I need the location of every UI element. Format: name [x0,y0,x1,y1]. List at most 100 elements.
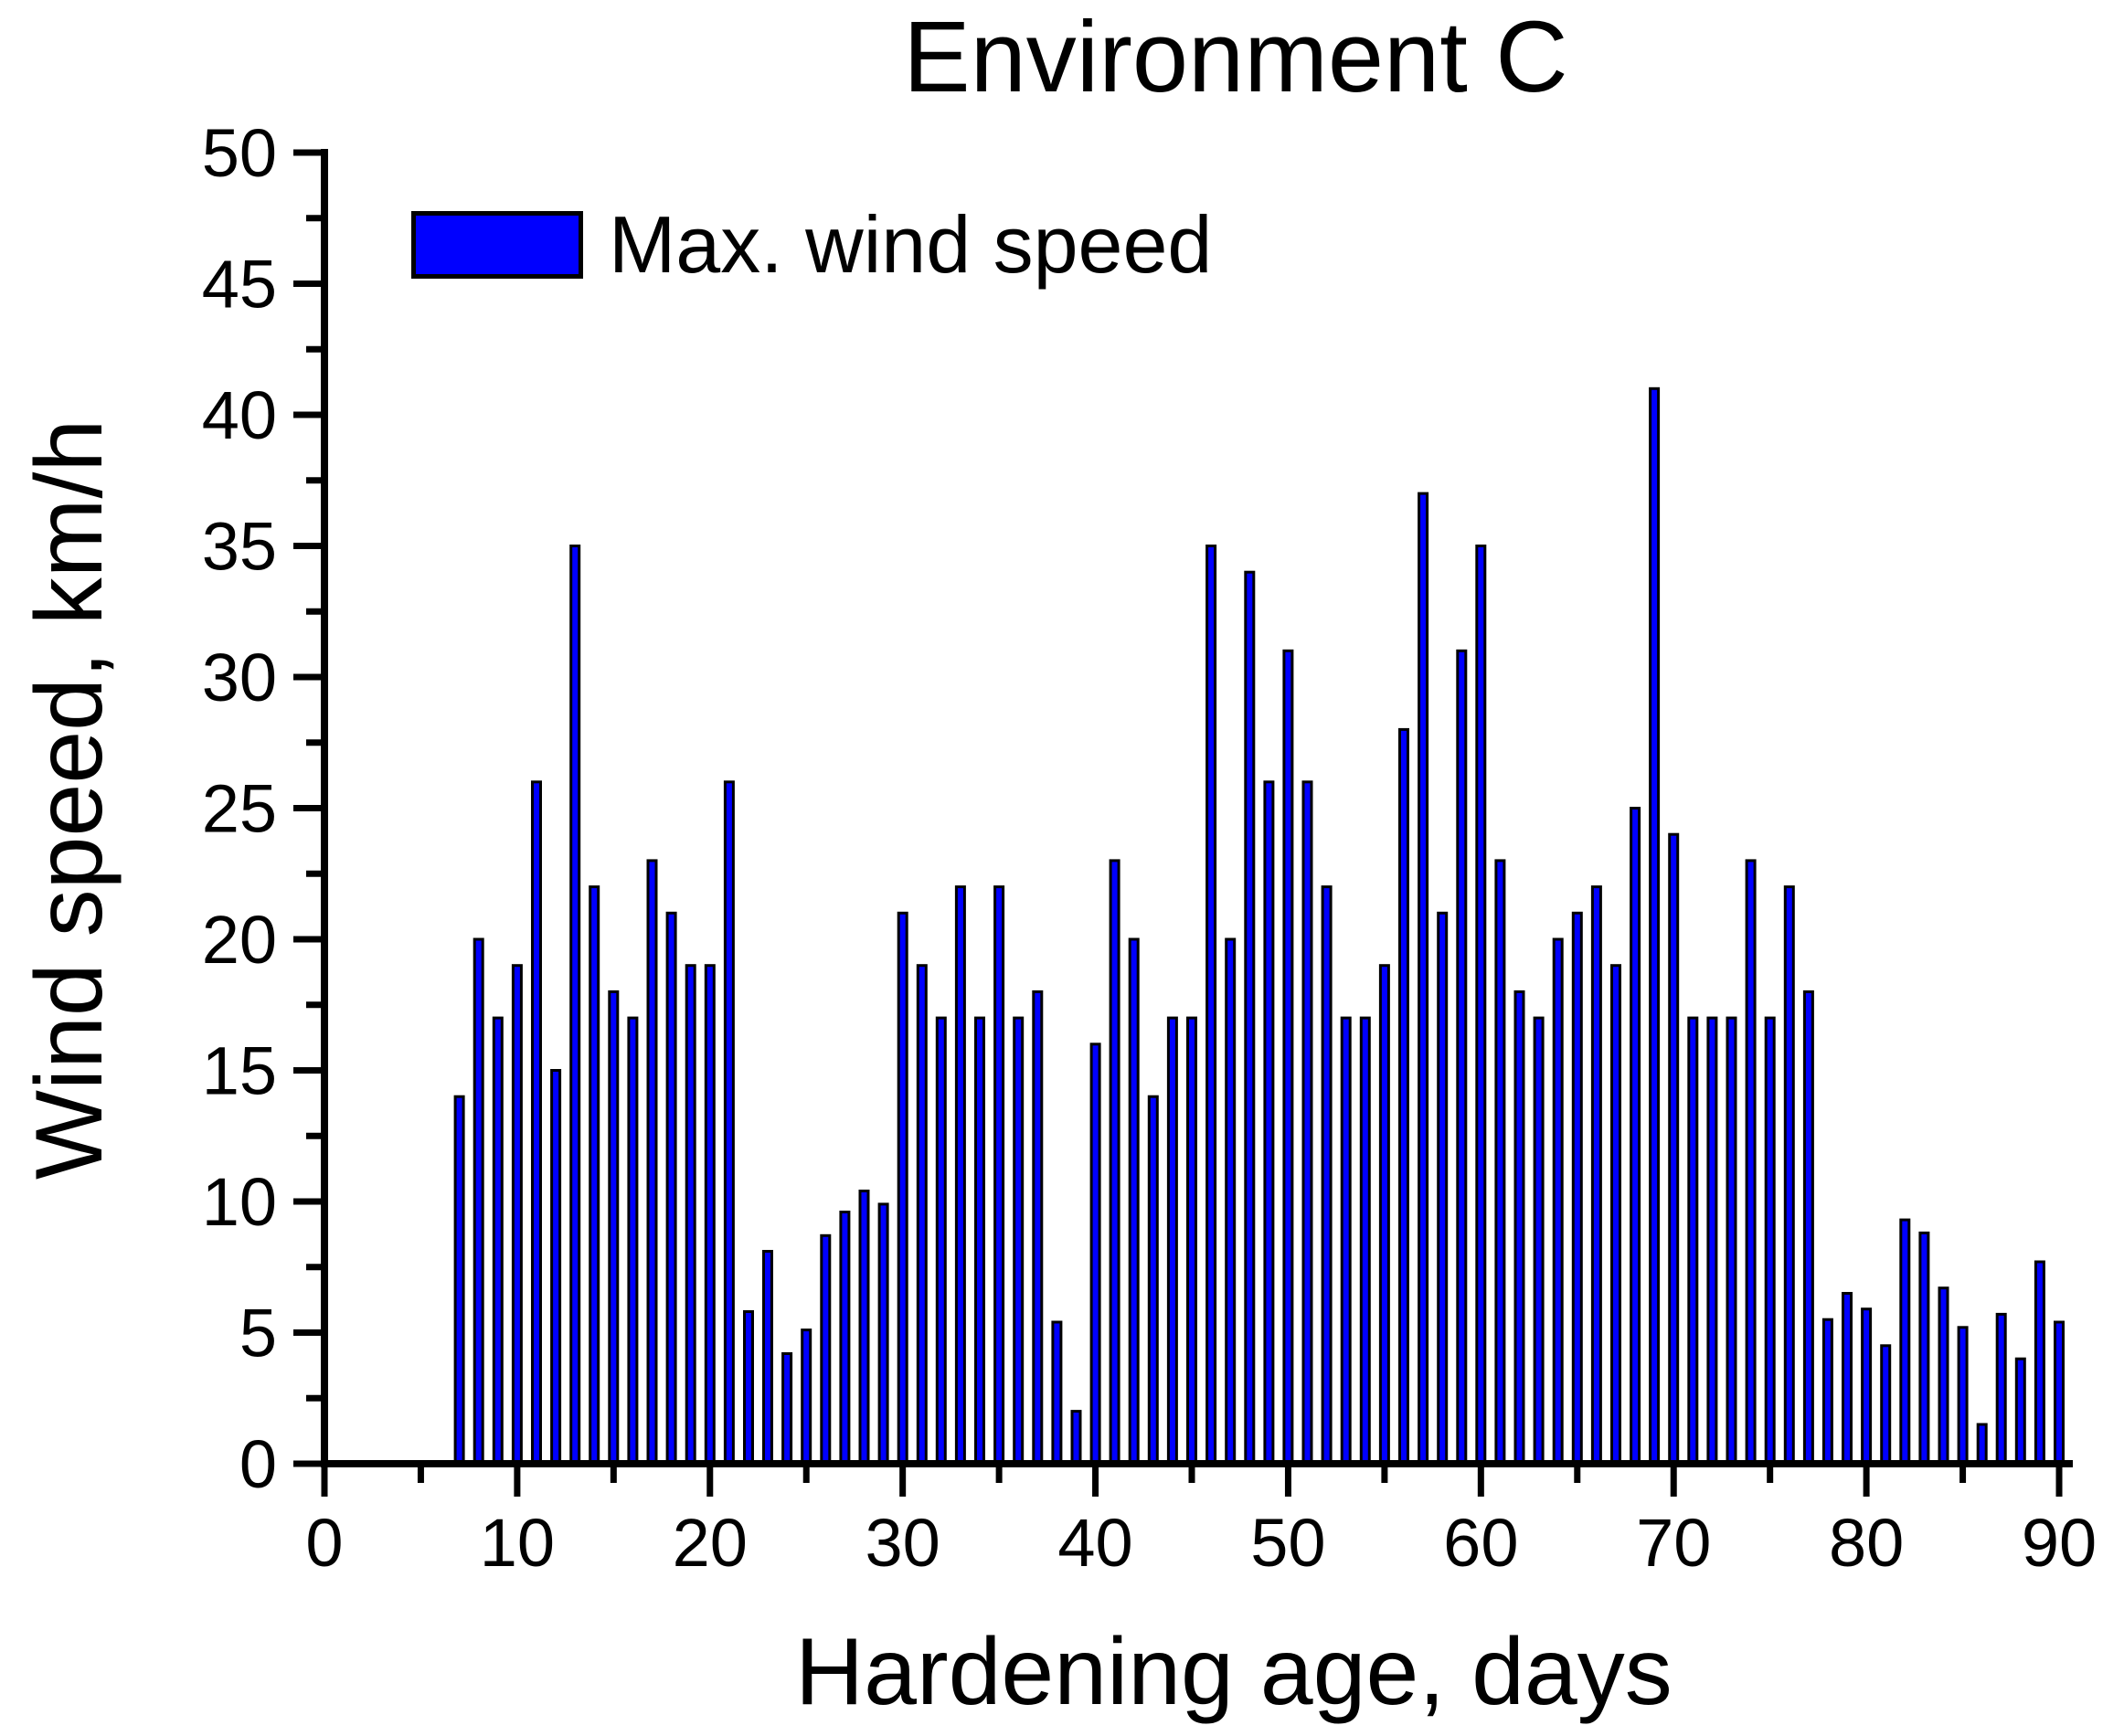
bar [1649,386,1661,1466]
bar [1475,545,1487,1466]
bar [1899,1218,1911,1466]
bar [1861,1307,1873,1466]
bar [1301,780,1313,1466]
x-tick-label: 80 [1829,1505,1904,1581]
bar [2034,1260,2045,1466]
y-tick-label: 0 [239,1426,277,1502]
bar [1166,1016,1178,1466]
legend: Max. wind speed [411,205,1212,285]
x-axis-title: Hardening age, days [795,1619,1673,1725]
bar [877,1202,889,1466]
bar [492,1016,504,1466]
bar [453,1095,465,1466]
bar [1610,964,1621,1466]
x-tick-label: 40 [1057,1505,1132,1581]
bar [1456,649,1468,1466]
bar [1764,1016,1776,1466]
bar [1321,885,1333,1466]
bar [1706,1016,1718,1466]
x-tick-label: 30 [866,1505,940,1581]
bar [1225,937,1237,1466]
bar [511,964,523,1466]
bar [1263,780,1275,1466]
bar [1918,1231,1930,1466]
bar [1282,649,1294,1466]
legend-swatch [411,211,583,279]
bar [1957,1326,1969,1466]
y-axis-title: Wind speed, km/h [16,418,122,1180]
chart-title: Environment C [903,1,1568,113]
bar [954,885,966,1466]
bar [1147,1095,1159,1466]
bar [1533,1016,1545,1466]
bar [820,1233,832,1466]
bar [1205,545,1217,1466]
bar [1687,1016,1699,1466]
bar [1109,859,1120,1466]
bar [1128,937,1140,1466]
bar [704,964,716,1466]
y-tick-label: 40 [202,377,277,453]
bar [839,1211,851,1466]
bar [1244,570,1256,1466]
bar [993,885,1005,1466]
bar [1726,1016,1737,1466]
bar [762,1250,773,1466]
bar [1340,1016,1352,1466]
bar [1995,1312,2007,1466]
x-tick-label: 0 [305,1505,343,1581]
bar [550,1069,562,1466]
bar [1745,859,1757,1466]
bar [2014,1357,2026,1466]
y-tick-label: 50 [202,115,277,191]
legend-label: Max. wind speed [609,199,1213,290]
bar [858,1190,870,1466]
bar [1552,937,1564,1466]
bar [1842,1292,1853,1466]
bar [1494,859,1506,1466]
bar [974,1016,985,1466]
bar [1938,1286,1949,1466]
bar [646,859,658,1466]
y-tick-label: 45 [202,247,277,323]
bar [1070,1410,1082,1466]
y-tick-label: 5 [239,1296,277,1371]
bar [1821,1318,1833,1466]
bar [935,1016,947,1466]
bar [1186,1016,1197,1466]
bar [916,964,928,1466]
bar [2054,1320,2065,1466]
y-tick-label: 20 [202,902,277,978]
y-tick-label: 15 [202,1033,277,1109]
x-tick-label: 60 [1443,1505,1518,1581]
bar [1089,1043,1101,1466]
bar [589,885,600,1466]
y-tick-label: 30 [202,640,277,715]
x-tick-label: 50 [1250,1505,1325,1581]
x-tick-label: 70 [1636,1505,1711,1581]
y-tick-label: 35 [202,509,277,585]
bar [1513,990,1525,1466]
y-tick-label: 25 [202,771,277,847]
bar [781,1352,793,1466]
bar [1359,1016,1371,1466]
bar [743,1310,754,1466]
y-tick-label: 10 [202,1164,277,1240]
bar [569,545,581,1466]
bar [1378,964,1390,1466]
bar [1630,807,1641,1466]
bar [665,911,677,1466]
bar [1880,1344,1892,1466]
bar [531,780,542,1466]
bar [1418,492,1429,1466]
bar [1590,885,1602,1466]
bar [627,1016,639,1466]
x-tick-label: 10 [480,1505,555,1581]
bar [897,911,908,1466]
bar [723,780,735,1466]
bar [1976,1423,1988,1466]
bar [608,990,620,1466]
x-tick-label: 20 [673,1505,748,1581]
bar [801,1328,812,1466]
